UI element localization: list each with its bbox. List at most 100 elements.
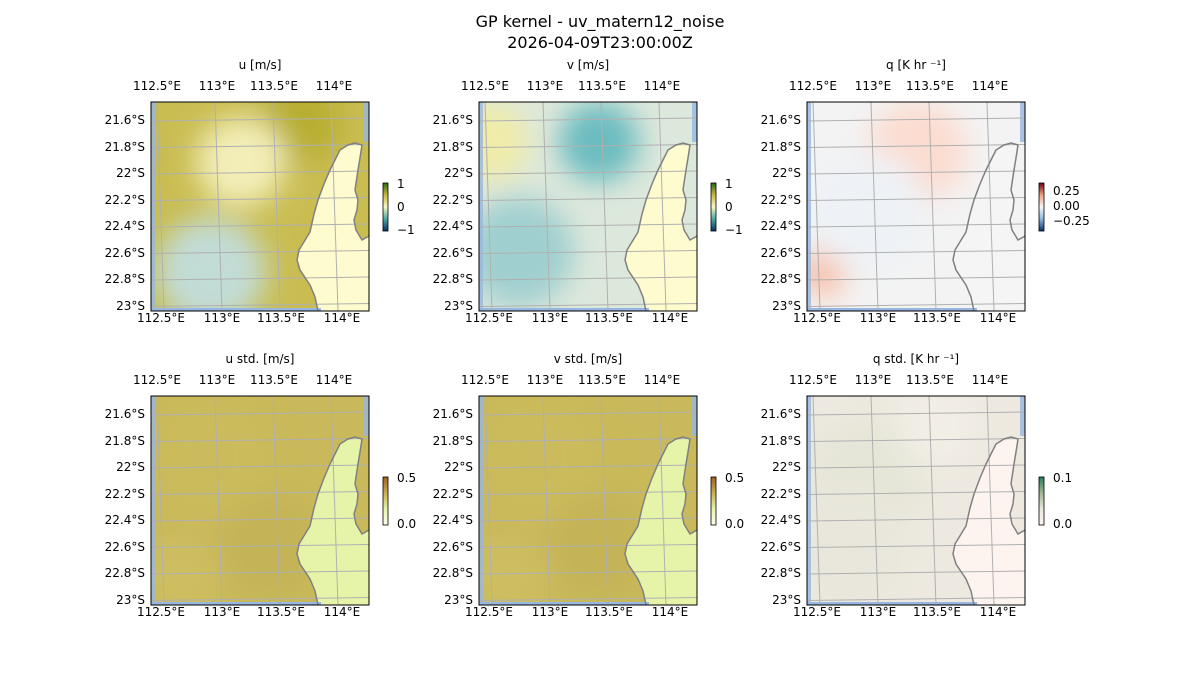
x-tick-bottom: 113°E xyxy=(859,311,897,325)
figure-title: GP kernel - uv_matern12_noise xyxy=(475,12,725,31)
y-tick: 22.6°S xyxy=(760,245,801,260)
x-tick-bottom: 112.5°E xyxy=(137,311,185,325)
field-anomaly xyxy=(196,117,286,207)
gridline-lat xyxy=(479,250,697,254)
y-tick: 22.4°S xyxy=(760,219,801,233)
x-tick-top: 112.5°E xyxy=(133,373,181,387)
sea-edge xyxy=(479,102,483,311)
gridline-lat xyxy=(151,517,369,522)
gridline-lon xyxy=(542,396,551,605)
x-tick-top: 113.5°E xyxy=(906,373,954,387)
x-tick-bottom: 113°E xyxy=(203,605,241,619)
y-tick: 23°S xyxy=(444,592,473,607)
colorbar-tick: 0.00 xyxy=(1053,199,1080,213)
y-tick: 21.6°S xyxy=(104,407,145,421)
sea-edge xyxy=(479,396,483,605)
gridline-lat xyxy=(479,570,697,575)
y-tick: 21.8°S xyxy=(104,433,145,448)
gridline-lon xyxy=(156,102,165,311)
y-tick: 22.4°S xyxy=(432,219,473,233)
y-tick: 21.8°S xyxy=(760,139,801,154)
y-tick: 23°S xyxy=(444,298,473,313)
gridline-lat xyxy=(479,170,697,175)
x-tick-bottom: 114°E xyxy=(979,311,1017,325)
gridline-lon xyxy=(214,102,223,311)
coastline xyxy=(952,436,1025,605)
gridline-lon xyxy=(870,102,879,311)
x-tick-top: 114°E xyxy=(315,373,353,387)
land-region xyxy=(953,143,1025,311)
x-tick-bottom: 113.5°E xyxy=(257,605,305,619)
y-tick: 21.8°S xyxy=(104,139,145,154)
y-tick: 22.6°S xyxy=(432,245,473,260)
y-tick: 21.6°S xyxy=(432,113,473,127)
gridline-lon xyxy=(812,102,821,311)
gridline-lat xyxy=(807,544,1025,548)
gridline-lat xyxy=(479,517,697,522)
sea-edge xyxy=(807,102,811,311)
gridline-lat xyxy=(807,464,1025,469)
gridline-lat xyxy=(807,170,1025,175)
gridline-lon xyxy=(484,396,493,605)
x-tick-bottom: 113.5°E xyxy=(913,311,961,325)
gridline-lon xyxy=(330,396,339,605)
gridline-lat xyxy=(151,438,369,442)
x-tick-top: 113.5°E xyxy=(906,79,954,93)
colorbar-tick: 0 xyxy=(397,200,405,214)
gridline-lon xyxy=(928,396,937,605)
y-tick: 23°S xyxy=(116,298,145,313)
panel-title: u [m/s] xyxy=(238,58,282,72)
gridline-lat xyxy=(151,170,369,175)
x-tick-top: 112.5°E xyxy=(133,79,181,93)
gridline-lat xyxy=(151,597,369,601)
field-anomaly xyxy=(479,396,599,516)
gridline-lat xyxy=(807,597,1025,601)
x-tick-top: 114°E xyxy=(971,79,1009,93)
gridline-lat xyxy=(479,491,697,495)
colorbar-tick: 0.0 xyxy=(725,517,745,531)
y-tick: 22.6°S xyxy=(104,245,145,260)
gridline-lon xyxy=(658,102,667,311)
y-tick: 22.4°S xyxy=(104,219,145,233)
y-tick: 22.8°S xyxy=(104,566,145,580)
colorbar-tick: −1 xyxy=(397,223,415,237)
land-region xyxy=(297,143,369,311)
x-tick-top: 114°E xyxy=(643,373,681,387)
colorbar-tick: 1 xyxy=(397,177,405,191)
gridline-lon xyxy=(658,396,667,605)
gridline-lat xyxy=(151,117,369,122)
y-tick: 21.6°S xyxy=(104,113,145,127)
gridline-lon xyxy=(272,396,281,605)
colorbar-tick: 0.0 xyxy=(1053,517,1073,531)
panel-title: v std. [m/s] xyxy=(553,352,623,366)
gridline-lat xyxy=(151,276,369,281)
field-anomaly xyxy=(479,536,549,605)
y-tick: 22.2°S xyxy=(432,486,473,501)
coastline xyxy=(952,142,1025,311)
gridline-lon xyxy=(156,396,165,605)
x-tick-bottom: 113°E xyxy=(531,605,569,619)
gridline-lat xyxy=(151,197,369,201)
x-tick-bottom: 112.5°E xyxy=(793,311,841,325)
y-tick: 21.6°S xyxy=(432,407,473,421)
gridline-lat xyxy=(151,223,369,228)
gridline-lat xyxy=(151,144,369,148)
gridline-lat xyxy=(479,117,697,122)
y-tick: 22.4°S xyxy=(104,513,145,527)
x-tick-top: 114°E xyxy=(315,79,353,93)
y-tick: 22.6°S xyxy=(760,539,801,554)
gridline-lat xyxy=(151,491,369,495)
x-tick-bottom: 113°E xyxy=(531,311,569,325)
gridline-lat xyxy=(807,303,1025,307)
gridline-lon xyxy=(272,102,281,311)
y-tick: 22.6°S xyxy=(432,539,473,554)
colorbar-tick: 0.25 xyxy=(1053,184,1080,198)
land-region xyxy=(953,437,1025,605)
colorbar-tick: 0.0 xyxy=(397,517,417,531)
x-tick-top: 112.5°E xyxy=(789,79,837,93)
y-tick: 21.6°S xyxy=(760,113,801,127)
